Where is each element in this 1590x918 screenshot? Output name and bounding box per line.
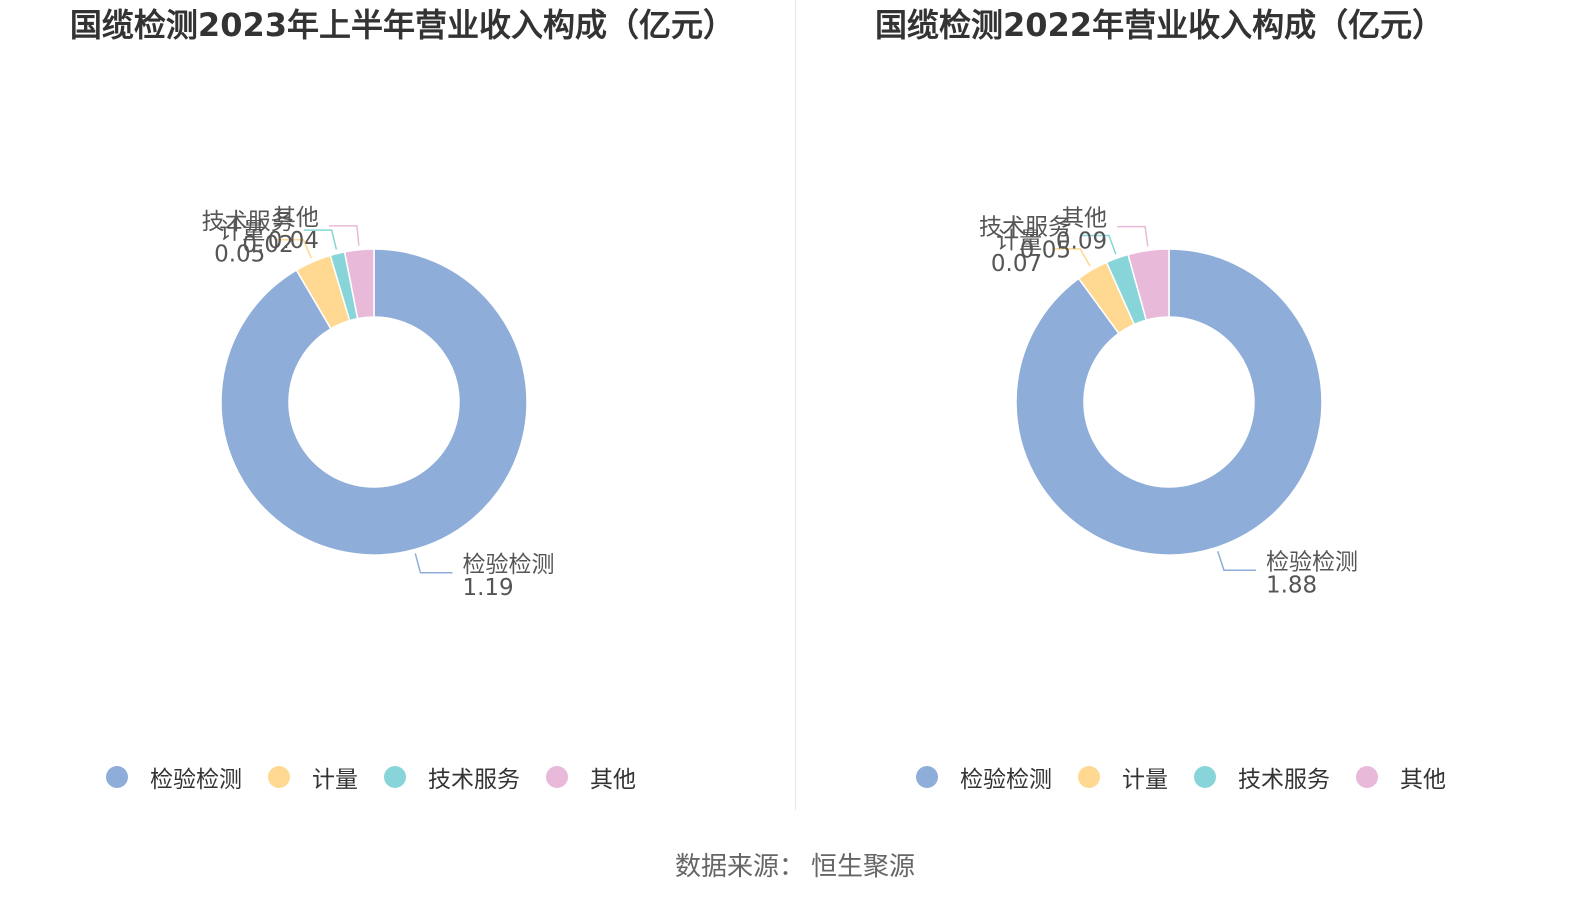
slice-label-metering: 计量 <box>996 228 1042 254</box>
legend-marker <box>1356 766 1378 788</box>
legend-item-other[interactable]: 其他 <box>546 760 636 794</box>
slice-label-inspection: 检验检测 <box>1266 549 1358 575</box>
legend-item-inspection[interactable]: 检验检测 <box>106 760 242 794</box>
slice-value-tech-service: 0.05 <box>1020 237 1071 263</box>
slice-value-other: 0.04 <box>268 228 319 254</box>
legend-item-metering[interactable]: 计量 <box>1078 760 1168 794</box>
legend-label: 技术服务 <box>428 767 520 793</box>
data-source-label: 数据来源： <box>674 852 805 882</box>
legend-marker <box>106 766 128 788</box>
legend-marker <box>268 766 290 788</box>
legend-item-metering[interactable]: 计量 <box>268 760 358 794</box>
legend-label: 其他 <box>590 767 636 793</box>
slice-label-tech-service: 技术服务 <box>979 214 1071 240</box>
slice-label-other: 其他 <box>1061 206 1107 232</box>
leader-line-other <box>1117 225 1149 247</box>
legend-label: 检验检测 <box>150 767 242 793</box>
leader-line-tech-service <box>303 229 338 250</box>
leader-line-other <box>328 225 360 246</box>
chart-legend: 检验检测 计量 技术服务 其他 <box>106 760 662 794</box>
slice-label-other: 其他 <box>273 205 319 231</box>
legend-label: 计量 <box>312 767 358 793</box>
legend-marker <box>546 766 568 788</box>
slice-label-metering: 计量 <box>219 219 265 245</box>
slice-inspection <box>1015 248 1323 556</box>
data-source-value: 恒生聚源 <box>811 852 916 882</box>
legend-marker <box>1194 766 1216 788</box>
slice-inspection <box>220 248 528 556</box>
chart-title: 国缆检测2023年上半年营业收入构成（亿元） <box>69 6 735 44</box>
slice-value-other: 0.09 <box>1056 229 1107 255</box>
legend-label: 技术服务 <box>1238 767 1330 793</box>
data-source: 数据来源： 恒生聚源 <box>0 846 1590 883</box>
leader-line-metering <box>275 238 312 259</box>
legend-label: 检验检测 <box>960 767 1052 793</box>
slice-value-inspection: 1.88 <box>1266 572 1317 598</box>
slice-label-tech-service: 技术服务 <box>202 209 294 235</box>
slice-value-inspection: 1.19 <box>462 575 513 601</box>
chart-panel-2023h1: 国缆检测2023年上半年营业收入构成（亿元） 检验检测 1.19 计量 0.05 技术服… <box>69 6 735 794</box>
legend-item-tech-service[interactable]: 技术服务 <box>384 760 520 794</box>
chart-panel-2022: 国缆检测2022年营业收入构成（亿元） 检验检测 1.88 计量 0.07 技术服务 0.… <box>795 0 1590 918</box>
legend-item-inspection[interactable]: 检验检测 <box>916 760 1052 794</box>
slice-value-metering: 0.07 <box>991 251 1042 277</box>
legend-label: 计量 <box>1122 767 1168 793</box>
legend-item-other[interactable]: 其他 <box>1356 760 1446 794</box>
leader-line-inspection <box>1217 551 1256 572</box>
panel-divider <box>795 0 796 810</box>
legend-marker <box>916 766 938 788</box>
chart-title: 国缆检测2022年营业收入构成（亿元） <box>875 6 1445 44</box>
chart-legend: 检验检测 计量 技术服务 其他 <box>916 760 1472 794</box>
legend-label: 其他 <box>1400 767 1446 793</box>
slice-value-metering: 0.05 <box>214 242 265 268</box>
leader-line-tech-service <box>1081 234 1117 255</box>
legend-item-tech-service[interactable]: 技术服务 <box>1194 760 1330 794</box>
slice-other <box>343 248 375 320</box>
legend-marker <box>384 766 406 788</box>
legend-marker <box>1078 766 1100 788</box>
slice-label-inspection: 检验检测 <box>462 552 554 578</box>
slice-value-tech-service: 0.02 <box>242 232 293 258</box>
leader-line-metering <box>1052 248 1091 267</box>
leader-line-inspection <box>414 553 453 574</box>
slice-other <box>1127 248 1170 322</box>
